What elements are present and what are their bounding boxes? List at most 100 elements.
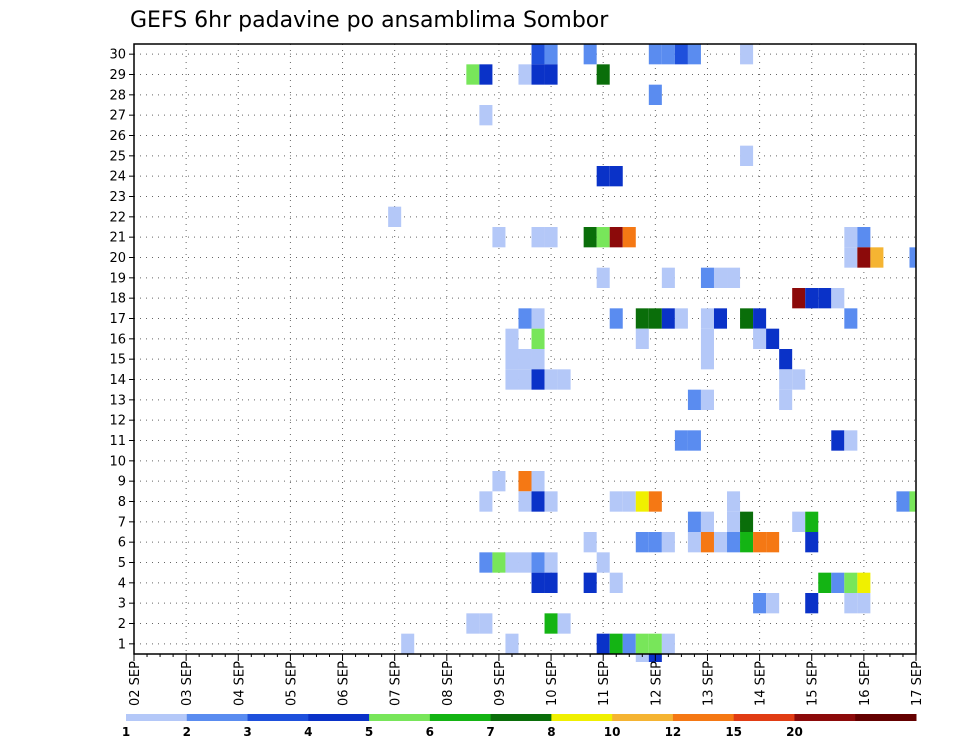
precip-cell — [700, 511, 714, 532]
y-tick-label: 20 — [109, 251, 126, 266]
precip-cell — [505, 633, 519, 654]
y-tick-label: 25 — [109, 149, 126, 164]
precip-cell — [505, 552, 519, 573]
y-tick-label: 3 — [118, 597, 126, 612]
precip-cell — [766, 532, 780, 553]
y-tick-label: 14 — [109, 373, 126, 388]
precip-cell — [479, 105, 493, 126]
precip-cell — [818, 288, 832, 309]
legend-swatch — [308, 714, 370, 721]
precip-cell — [531, 44, 545, 65]
precip-cell — [727, 267, 741, 288]
precip-cell — [687, 44, 701, 65]
precip-cell — [492, 227, 506, 248]
y-tick-label: 8 — [118, 495, 126, 510]
x-tick-label: 02 SEP — [128, 661, 143, 706]
legend-swatch — [369, 714, 431, 721]
precip-cell — [909, 247, 916, 268]
precip-cell — [700, 267, 714, 288]
precip-cell — [466, 613, 480, 634]
legend-swatch — [794, 714, 856, 721]
legend-swatch — [612, 714, 674, 721]
y-tick-label: 30 — [109, 48, 126, 63]
precip-cell — [753, 308, 767, 329]
legend-label: 2 — [183, 725, 191, 739]
precip-cell — [753, 328, 767, 349]
precip-cell — [792, 511, 806, 532]
precip-cell — [479, 613, 493, 634]
legend-label: 10 — [604, 725, 621, 739]
precip-cell — [609, 166, 623, 187]
precip-cell — [727, 491, 741, 512]
precip-cell — [596, 227, 610, 248]
precip-cell — [713, 308, 728, 329]
precip-cell — [518, 349, 532, 370]
legend-swatch — [247, 714, 309, 721]
precip-cell — [518, 308, 532, 329]
precip-cell — [622, 491, 636, 512]
y-tick-label: 2 — [118, 617, 126, 632]
precip-cell — [622, 227, 636, 248]
precip-cell — [505, 369, 519, 390]
x-tick-label: 06 SEP — [337, 661, 352, 706]
precip-cell — [805, 593, 819, 614]
legend-swatch — [490, 714, 552, 721]
precip-cell — [661, 633, 675, 654]
precip-cell — [700, 532, 714, 553]
precip-cell — [700, 328, 714, 349]
precip-cell — [531, 369, 545, 390]
precip-cell — [544, 64, 558, 85]
legend-swatch — [186, 714, 249, 721]
precip-cell — [479, 491, 493, 512]
precip-cell — [674, 44, 688, 65]
precip-cell — [635, 308, 649, 329]
x-tick-label: 04 SEP — [232, 661, 247, 706]
y-tick-label: 15 — [109, 353, 126, 368]
precip-cell — [844, 593, 858, 614]
legend-label: 6 — [426, 725, 434, 739]
precip-cell — [779, 369, 793, 390]
precip-cell — [596, 166, 610, 187]
precip-cell — [635, 328, 649, 349]
legend-label: 5 — [365, 725, 373, 739]
precip-cell — [844, 430, 858, 451]
y-tick-label: 28 — [109, 88, 126, 103]
x-tick-label: 17 SEP — [910, 661, 925, 706]
precip-cell — [831, 572, 845, 593]
y-axis: 1234567891011121314151617181920212223242… — [109, 48, 134, 652]
y-tick-label: 19 — [109, 271, 126, 286]
precip-cell — [388, 206, 402, 227]
precip-cell — [531, 64, 545, 85]
precip-cell — [818, 572, 832, 593]
y-tick-label: 10 — [109, 454, 126, 469]
precip-cell — [805, 511, 819, 532]
precip-cell — [635, 532, 649, 553]
precip-cell — [531, 308, 545, 329]
y-tick-label: 12 — [109, 414, 126, 429]
precip-cell — [831, 430, 845, 451]
precip-cell — [609, 633, 623, 654]
x-tick-label: 11 SEP — [597, 661, 612, 706]
precip-cell — [583, 532, 597, 553]
legend-label: 1 — [122, 725, 130, 739]
x-tick-label: 12 SEP — [649, 661, 664, 706]
precip-cell — [727, 511, 741, 532]
precip-cell — [544, 491, 558, 512]
precip-cell — [727, 532, 741, 553]
y-tick-label: 1 — [118, 637, 126, 652]
precip-cell — [740, 532, 754, 553]
y-tick-label: 27 — [109, 109, 126, 124]
x-tick-label: 08 SEP — [441, 661, 456, 706]
precip-cell — [505, 349, 519, 370]
legend-swatch — [733, 714, 795, 721]
y-tick-label: 16 — [109, 332, 126, 347]
precip-cell — [805, 288, 819, 309]
precip-cell — [531, 491, 545, 512]
precip-cell — [648, 532, 662, 553]
precip-cell — [544, 613, 558, 634]
precip-cell — [583, 572, 597, 593]
precip-cell — [753, 593, 767, 614]
precip-cell — [518, 552, 532, 573]
precip-cell — [687, 430, 701, 451]
precip-cell — [687, 532, 701, 553]
